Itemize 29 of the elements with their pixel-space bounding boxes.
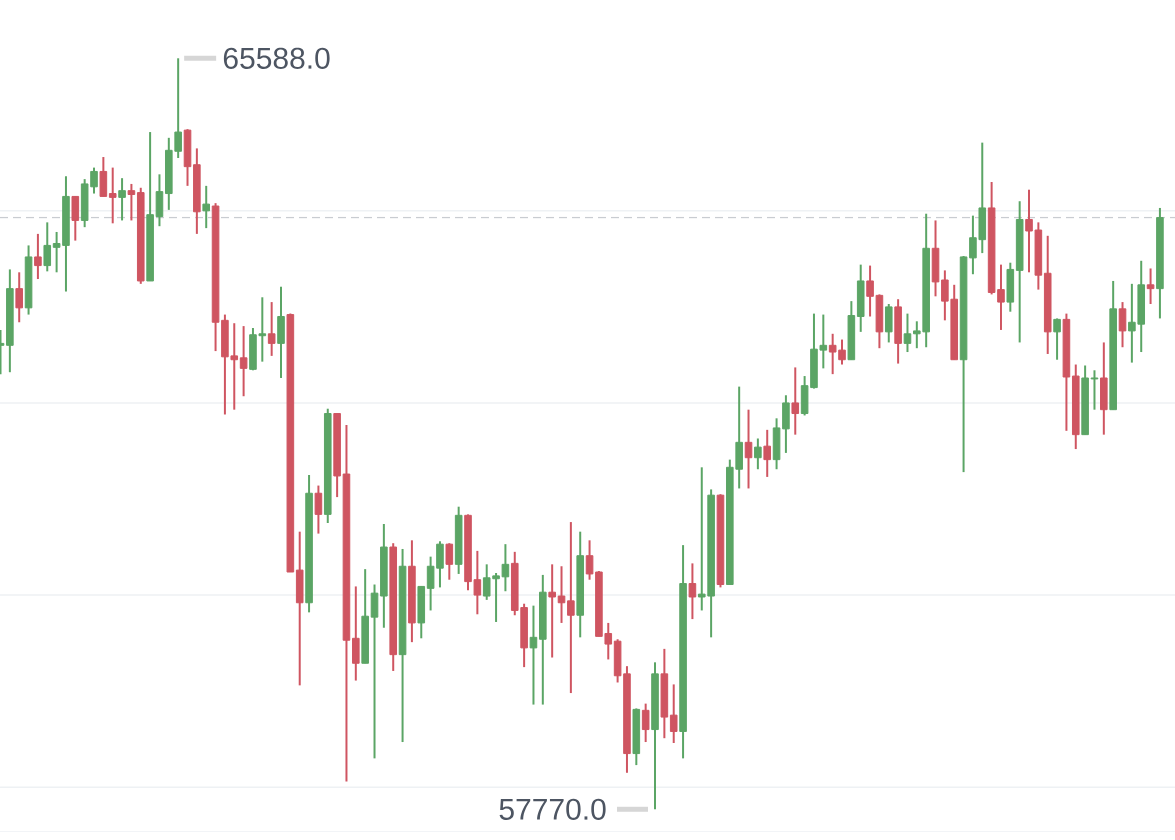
- candlestick: [1118, 301, 1127, 349]
- candlestick: [754, 437, 762, 471]
- candlestick: [1090, 369, 1099, 411]
- candlestick: [641, 702, 650, 744]
- candlestick: [445, 542, 454, 581]
- candlestick: [239, 325, 248, 398]
- candlestick: [548, 563, 556, 659]
- candlestick: [34, 232, 42, 281]
- candlestick: [529, 604, 538, 706]
- candlestick: [127, 182, 136, 222]
- candlestick: [903, 312, 912, 354]
- candlestick: [314, 484, 323, 535]
- candlestick: [267, 301, 276, 357]
- annotation: 65588.0: [223, 47, 330, 69]
- candlestick: [791, 366, 800, 436]
- candlestick: [15, 271, 24, 324]
- candlestick: [202, 184, 211, 230]
- candlestick: [688, 562, 697, 621]
- candlestick: [744, 408, 753, 490]
- candlestick: [108, 166, 117, 225]
- candlestick: [1053, 317, 1061, 361]
- candlestick: [557, 565, 566, 624]
- candlestick: [118, 177, 126, 222]
- candlestick: [763, 428, 772, 478]
- candlestick: [43, 221, 52, 273]
- candlestick: [1146, 267, 1155, 306]
- candlestick: [669, 683, 678, 744]
- candlestick: [567, 521, 575, 695]
- annotation: 57770.0: [499, 798, 606, 820]
